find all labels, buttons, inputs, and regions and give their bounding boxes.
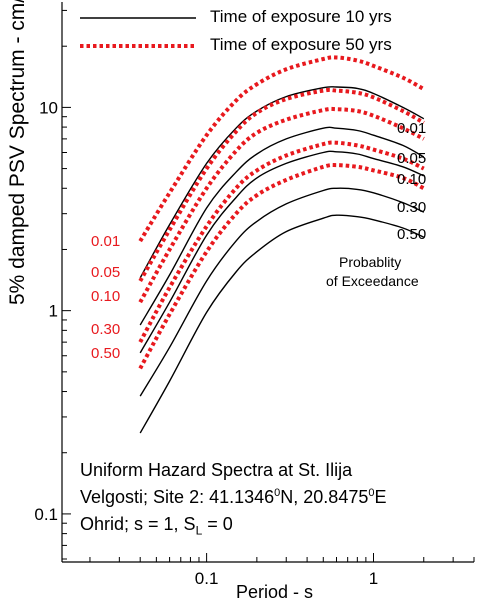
curve-50yrs-0.50 (138, 163, 425, 370)
x-tick-label: 0.1 (195, 569, 219, 588)
annotation-params: Ohrid; s = 1, SL = 0 (80, 514, 233, 538)
chart-axes: 0.1 1 0.1 1 10 (34, 2, 475, 588)
left-label-0.30: 0.30 (91, 321, 121, 338)
annotation-title: Uniform Hazard Spectra at St. Ilija (80, 460, 353, 480)
annotation-site-part3: E (374, 487, 387, 507)
annotation-site-part2: N, 20.8475 (280, 487, 369, 507)
curve-50yrs-0.01 (138, 55, 425, 243)
curve-10yrs-0.10 (139, 150, 425, 354)
annotation-site-part1: Velgosti; Site 2: 41.1346 (80, 487, 275, 507)
y-tick-label: 0.1 (34, 505, 58, 524)
right-label-0.30: 0.30 (397, 199, 427, 216)
chart-curves (138, 55, 425, 434)
curve-10yrs-0.05 (139, 126, 425, 326)
right-label-0.05: 0.05 (397, 150, 427, 167)
left-label-0.05: 0.05 (91, 264, 121, 281)
y-tick-label: 1 (49, 302, 58, 321)
left-label-0.10: 0.10 (91, 288, 121, 305)
x-tick-label: 1 (369, 569, 378, 588)
curve-10yrs-0.30 (139, 187, 425, 397)
right-label-0.10: 0.10 (397, 171, 427, 188)
left-label-0.50: 0.50 (91, 345, 121, 362)
curve-50yrs-0.05 (138, 87, 425, 282)
probability-caption-line2: of Exceedance (326, 273, 419, 289)
left-label-0.01: 0.01 (91, 233, 121, 250)
annotation-params-part1: Ohrid; s = 1, S (80, 514, 196, 534)
chart-legend (80, 17, 196, 48)
annotation-site-sup2: 0 (368, 487, 375, 499)
right-label-0.01: 0.01 (397, 120, 427, 137)
curve-10yrs-0.01 (139, 86, 425, 279)
annotation-params-part2: = 0 (202, 514, 233, 534)
annotation-site-sup1: 0 (274, 487, 281, 499)
annotation-site: Velgosti; Site 2: 41.13460N, 20.84750E (80, 487, 387, 508)
x-axis-label: Period - s (236, 582, 314, 602)
right-label-0.50: 0.50 (397, 226, 427, 243)
legend-entry-10yrs: Time of exposure 10 yrs (210, 7, 392, 26)
curve-10yrs-0.50 (139, 214, 425, 434)
probability-caption-line1: Probablity (339, 254, 402, 270)
legend-entry-50yrs: Time of exposure 50 yrs (210, 35, 392, 54)
curve-50yrs-0.30 (138, 140, 425, 344)
y-axis-label: 5% damped PSV Spectrum - cm/s (6, 0, 29, 305)
annotation-params-sub: L (195, 523, 203, 538)
y-tick-label: 10 (39, 98, 58, 117)
